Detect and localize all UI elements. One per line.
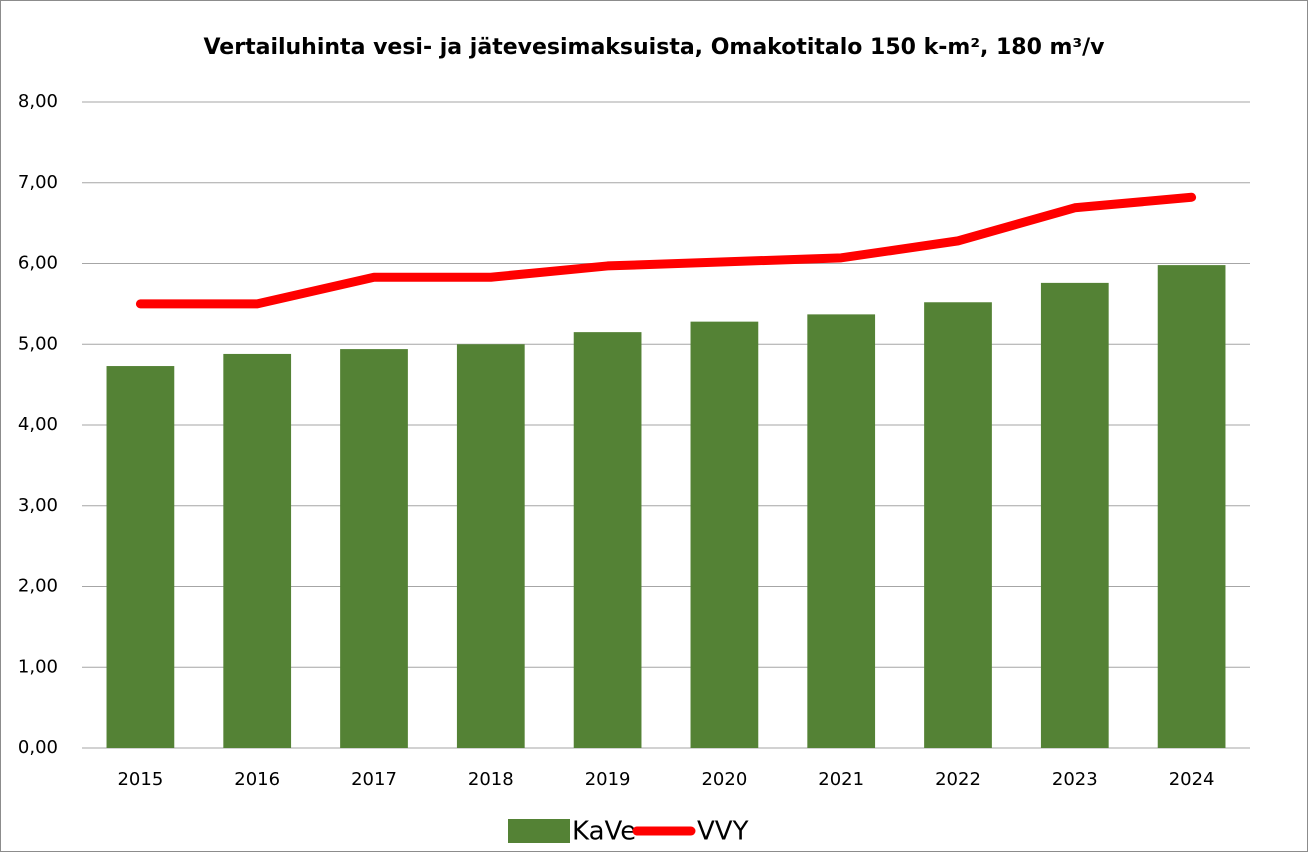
legend-label: VVY	[697, 817, 749, 847]
x-tick-label: 2023	[1052, 769, 1098, 790]
x-tick-label: 2015	[117, 769, 163, 790]
y-tick-label: 6,00	[18, 253, 58, 274]
line	[135, 192, 1197, 309]
bar	[924, 302, 992, 748]
bar	[456, 344, 525, 748]
y-tick-label: 8,00	[18, 91, 58, 112]
x-tick-label: 2020	[701, 769, 747, 790]
y-tick-label: 3,00	[18, 495, 58, 516]
x-tick-label: 2024	[1169, 769, 1215, 790]
y-tick-label: 2,00	[18, 576, 58, 597]
x-tick-label: 2019	[585, 769, 631, 790]
y-tick-label: 0,00	[18, 737, 58, 758]
bar	[106, 366, 175, 748]
y-tick-label: 4,00	[18, 414, 58, 435]
y-tick-label: 1,00	[18, 656, 58, 677]
y-tick-label: 5,00	[18, 333, 58, 354]
bar	[223, 353, 292, 748]
bar	[1040, 282, 1109, 748]
bar	[690, 321, 759, 748]
bar	[807, 314, 876, 748]
chart-title: Vertailuhinta vesi- ja jätevesimaksuista…	[203, 35, 1105, 60]
bar	[340, 349, 408, 748]
y-tick-label: 7,00	[18, 172, 58, 193]
x-tick-label: 2017	[351, 769, 397, 790]
legend-label: KaVe	[572, 817, 636, 847]
x-tick-label: 2018	[468, 769, 514, 790]
legend-swatch	[508, 819, 570, 843]
x-tick-label: 2022	[935, 769, 981, 790]
x-tick-label: 2016	[234, 769, 280, 790]
x-tick-label: 2021	[818, 769, 864, 790]
bar	[573, 332, 642, 748]
bar	[1157, 265, 1226, 748]
